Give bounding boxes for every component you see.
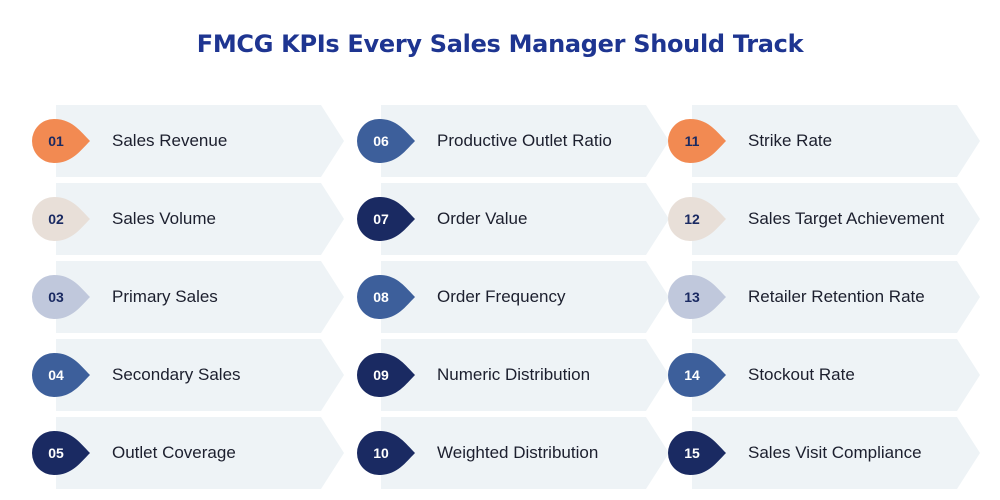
teardrop-badge-icon <box>668 275 726 319</box>
kpi-number-badge: 03 <box>32 275 90 319</box>
page-title: FMCG KPIs Every Sales Manager Should Tra… <box>196 30 804 58</box>
kpi-number-badge: 09 <box>357 353 415 397</box>
kpi-column-2: 06 Productive Outlet Ratio 07 Order Value 08… <box>357 105 669 495</box>
kpi-number: 11 <box>684 133 700 149</box>
kpi-label: Secondary Sales <box>112 365 241 384</box>
teardrop-badge-icon <box>668 431 726 475</box>
kpi-number: 02 <box>48 211 64 227</box>
kpi-number-badge: 15 <box>668 431 726 475</box>
kpi-label: Order Value <box>437 209 528 228</box>
kpi-column-1: 01 Sales Revenue 02 Sales Volume 03 Primary S… <box>32 105 344 495</box>
kpi-number: 06 <box>373 133 389 149</box>
kpi-number: 03 <box>48 289 64 305</box>
kpi-label: Sales Visit Compliance <box>748 443 922 462</box>
kpi-number: 13 <box>684 289 700 305</box>
kpi-item: 07 Order Value <box>357 183 669 255</box>
kpi-number: 05 <box>48 445 64 461</box>
kpi-card-background <box>381 261 669 333</box>
kpi-number-badge: 06 <box>357 119 415 163</box>
kpi-number-badge: 07 <box>357 197 415 241</box>
kpi-item: 03 Primary Sales <box>32 261 344 333</box>
kpi-label: Retailer Retention Rate <box>748 287 925 306</box>
teardrop-badge-icon <box>32 431 90 475</box>
teardrop-badge-icon <box>357 119 415 163</box>
kpi-number: 10 <box>373 445 389 461</box>
kpi-card-background <box>692 105 980 177</box>
kpi-number: 15 <box>684 445 700 461</box>
kpi-item: 05 Outlet Coverage <box>32 417 344 489</box>
kpi-number-badge: 13 <box>668 275 726 319</box>
teardrop-badge-icon <box>668 119 726 163</box>
kpi-card-background <box>381 183 669 255</box>
teardrop-badge-icon <box>32 353 90 397</box>
kpi-card-background <box>692 339 980 411</box>
kpi-card-background <box>56 417 344 489</box>
kpi-number-badge: 08 <box>357 275 415 319</box>
teardrop-badge-icon <box>32 275 90 319</box>
kpi-item: 08 Order Frequency <box>357 261 669 333</box>
kpi-card-background <box>381 339 669 411</box>
kpi-number-badge: 01 <box>32 119 90 163</box>
kpi-label: Sales Target Achievement <box>748 209 945 228</box>
kpi-card-background <box>56 183 344 255</box>
kpi-item: 12 Sales Target Achievement <box>668 183 980 255</box>
kpi-item: 13 Retailer Retention Rate <box>668 261 980 333</box>
kpi-number-badge: 02 <box>32 197 90 241</box>
teardrop-badge-icon <box>357 275 415 319</box>
kpi-label: Order Frequency <box>437 287 566 306</box>
kpi-item: 09 Numeric Distribution <box>357 339 669 411</box>
kpi-number: 12 <box>684 211 700 227</box>
kpi-label: Productive Outlet Ratio <box>437 131 612 150</box>
teardrop-badge-icon <box>357 353 415 397</box>
kpi-number: 09 <box>373 367 389 383</box>
kpi-number-badge: 14 <box>668 353 726 397</box>
kpi-label: Outlet Coverage <box>112 443 236 462</box>
kpi-label: Numeric Distribution <box>437 365 591 384</box>
kpi-item: 11 Strike Rate <box>668 105 980 177</box>
kpi-card-background <box>381 417 669 489</box>
kpi-label: Sales Volume <box>112 209 216 228</box>
kpi-column-3: 11 Strike Rate 12 Sales Target Achievement 1… <box>668 105 980 495</box>
kpi-number-badge: 04 <box>32 353 90 397</box>
teardrop-badge-icon <box>357 431 415 475</box>
kpi-card-background <box>56 105 344 177</box>
kpi-card-background <box>692 261 980 333</box>
kpi-label: Strike Rate <box>748 131 833 150</box>
teardrop-badge-icon <box>32 197 90 241</box>
kpi-label: Sales Revenue <box>112 131 228 150</box>
kpi-item: 06 Productive Outlet Ratio <box>357 105 669 177</box>
kpi-item: 04 Secondary Sales <box>32 339 344 411</box>
kpi-number: 07 <box>373 211 389 227</box>
kpi-label: Primary Sales <box>112 287 218 306</box>
kpi-number: 08 <box>373 289 389 305</box>
kpi-item: 10 Weighted Distribution <box>357 417 669 489</box>
kpi-number-badge: 12 <box>668 197 726 241</box>
kpi-number-badge: 05 <box>32 431 90 475</box>
kpi-card-background <box>56 339 344 411</box>
kpi-item: 15 Sales Visit Compliance <box>668 417 980 489</box>
kpi-number: 14 <box>684 367 700 383</box>
kpi-number: 01 <box>48 133 64 149</box>
kpi-number: 04 <box>48 367 64 383</box>
teardrop-badge-icon <box>668 197 726 241</box>
kpi-card-background <box>381 105 669 177</box>
kpi-item: 14 Stockout Rate <box>668 339 980 411</box>
kpi-label: Weighted Distribution <box>437 443 599 462</box>
kpi-number-badge: 11 <box>668 119 726 163</box>
teardrop-badge-icon <box>668 353 726 397</box>
kpi-item: 02 Sales Volume <box>32 183 344 255</box>
kpi-number-badge: 10 <box>357 431 415 475</box>
kpi-card-background <box>56 261 344 333</box>
kpi-label: Stockout Rate <box>748 365 855 384</box>
kpi-card-background <box>692 417 980 489</box>
teardrop-badge-icon <box>357 197 415 241</box>
kpi-item: 01 Sales Revenue <box>32 105 344 177</box>
teardrop-badge-icon <box>32 119 90 163</box>
kpi-card-background <box>692 183 980 255</box>
